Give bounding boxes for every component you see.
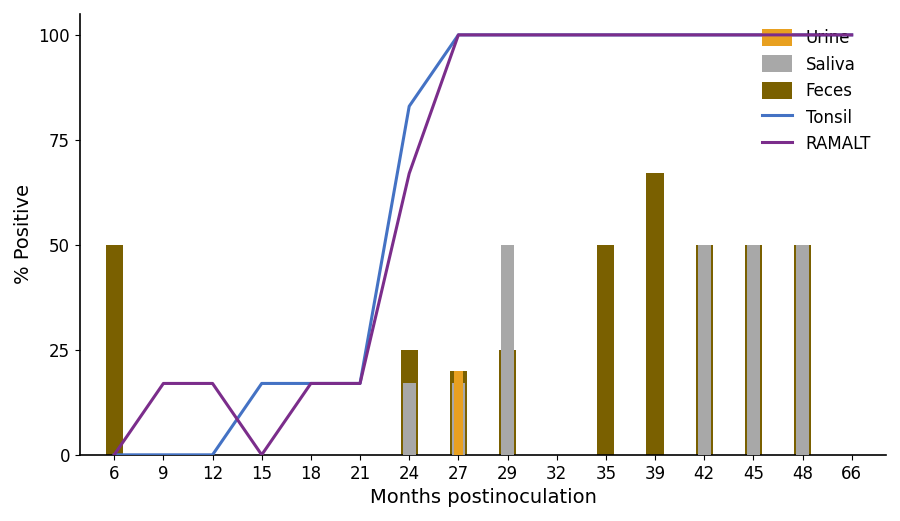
Legend: Urine, Saliva, Feces, Tonsil, RAMALT: Urine, Saliva, Feces, Tonsil, RAMALT bbox=[756, 22, 878, 160]
Bar bbox=[747, 245, 760, 455]
Bar bbox=[698, 245, 711, 455]
Bar bbox=[646, 173, 663, 455]
Bar bbox=[745, 245, 762, 455]
Bar bbox=[794, 245, 811, 455]
Bar bbox=[400, 350, 418, 455]
Bar bbox=[499, 350, 516, 455]
Y-axis label: % Positive: % Positive bbox=[14, 184, 33, 284]
Bar bbox=[501, 245, 514, 455]
Bar bbox=[105, 245, 122, 455]
Bar bbox=[402, 383, 416, 455]
Bar bbox=[696, 245, 713, 455]
Bar bbox=[598, 245, 615, 455]
X-axis label: Months postinoculation: Months postinoculation bbox=[370, 488, 597, 507]
Bar bbox=[452, 383, 464, 455]
Bar bbox=[796, 245, 809, 455]
Bar bbox=[454, 371, 464, 455]
Bar bbox=[450, 371, 467, 455]
